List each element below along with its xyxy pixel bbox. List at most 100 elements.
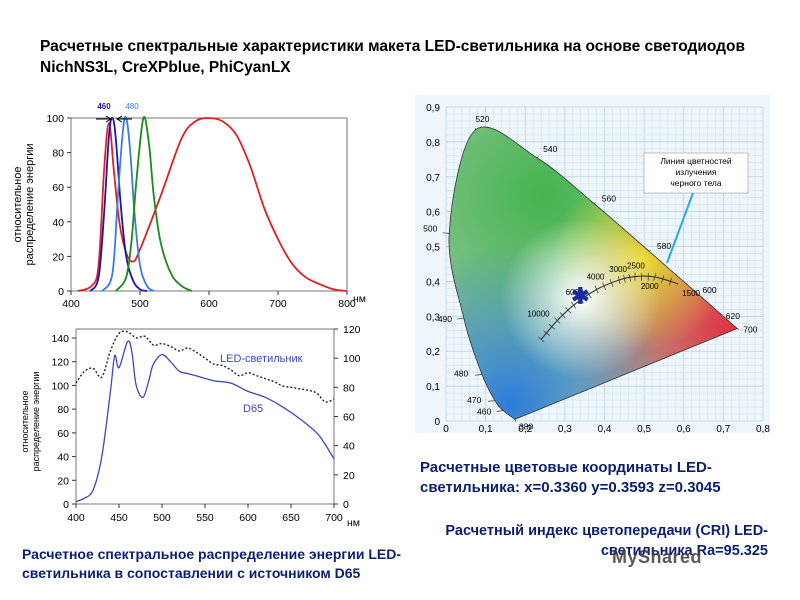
annotation-line: Линия цветностей xyxy=(660,156,732,166)
y-tick-label: 0 xyxy=(434,417,440,428)
isotherm-tick xyxy=(571,301,577,309)
annotation-line: черного тела xyxy=(670,178,722,188)
isotherm-tick xyxy=(594,285,599,294)
x-tick-label: 400 xyxy=(62,298,80,310)
spd-series-0 xyxy=(75,340,335,503)
cie-diagram: 0 0,1 0,2 0,3 0,4 0,5 0,6 0,7 0,8 0 0,1 0,2 0,3 0,4 0,… xyxy=(415,95,770,435)
annotation-pointer xyxy=(666,192,694,264)
wavelength-label: 470 xyxy=(467,395,481,405)
isotherm-tick xyxy=(653,272,657,281)
y-tick-label: 0,9 xyxy=(426,103,440,114)
x-tick-label: 500 xyxy=(131,298,149,310)
spectra-frame xyxy=(70,117,348,292)
y-tick-label: 60 xyxy=(52,182,64,194)
spectra-plot: 400 500 600 700 800 0 20 40 60 80 100 нм относительн… xyxy=(12,102,366,310)
cri-caption: Расчетный индекс цветопередачи (CRI) LED… xyxy=(445,523,768,559)
spd-comparison-caption: Расчетное спектральное распределение эне… xyxy=(22,546,401,581)
wavelength-label: 380 xyxy=(519,421,533,431)
x-tick-label: 700 xyxy=(325,512,343,524)
y2-tick-label: 20 xyxy=(343,470,355,482)
y-tick-label: 0 xyxy=(63,499,69,511)
isotherm-tick xyxy=(661,275,665,284)
locus-tick xyxy=(514,419,517,422)
cie-background xyxy=(415,95,770,433)
spd-frame xyxy=(75,328,335,505)
isotherm-tick xyxy=(537,336,545,343)
spectrum-series-2 xyxy=(101,115,155,292)
y-tick-label: 0,3 xyxy=(426,312,440,323)
gamut-layer xyxy=(448,126,738,420)
x-tick-label: 0,7 xyxy=(716,424,730,435)
wavelength-label: 540 xyxy=(543,144,557,154)
y-tick-label: 40 xyxy=(57,452,69,464)
y2-tick-label: 0 xyxy=(343,499,349,511)
isotherm-tick xyxy=(578,296,584,304)
spd-plot: 400 450 500 550 600 650 7000204060801001201400… xyxy=(20,324,361,529)
annotation-line: излучения xyxy=(676,167,717,177)
wavelength-label: 490 xyxy=(438,314,452,324)
led-chromaticity-point: ✱ xyxy=(571,284,589,309)
isotherm-tick xyxy=(586,291,592,299)
locus-tick xyxy=(593,202,596,204)
y-tick-label: 0,1 xyxy=(426,382,440,393)
spectral-locus xyxy=(448,126,738,420)
peak-label: 460 xyxy=(97,102,111,111)
locus-tick xyxy=(457,317,464,320)
x-tick-label: 450 xyxy=(110,512,128,524)
planckian-locus xyxy=(540,275,679,340)
cie-gamut xyxy=(448,126,738,420)
gamut-layer xyxy=(448,126,738,420)
watermark-logo: MyShared xyxy=(612,547,703,567)
cct-label: 3000 xyxy=(609,265,627,274)
y-axis-label: относительное распределение энергии xyxy=(12,143,36,265)
y-tick-label: 20 xyxy=(57,475,69,487)
y-tick-label: 20 xyxy=(52,251,64,263)
gamut-layer xyxy=(448,126,738,420)
x-tick-label: 400 xyxy=(67,512,85,524)
peak-arrow xyxy=(116,115,132,123)
y2-tick-label: 120 xyxy=(343,324,361,336)
x-unit-label: нм xyxy=(353,293,366,305)
y-axis-label-line: относительное xyxy=(12,167,24,243)
x-unit-label: нм xyxy=(347,517,360,529)
isotherm-tick xyxy=(609,279,614,288)
wavelength-label: 600 xyxy=(702,285,716,295)
y2-tick-label: 100 xyxy=(343,353,361,365)
y-tick-label: 0 xyxy=(58,286,64,298)
isotherm-tick xyxy=(617,276,621,285)
isotherm-tick xyxy=(668,277,672,286)
cct-label: 6000 xyxy=(566,288,584,297)
y-tick-label: 140 xyxy=(51,333,69,345)
locus-tick xyxy=(475,374,483,376)
x-tick-label: 500 xyxy=(153,512,171,524)
locus-tick xyxy=(488,400,496,402)
spectrum-series-0 xyxy=(77,117,348,292)
gamut-layer xyxy=(448,126,738,420)
cct-label: 2000 xyxy=(641,282,659,291)
isotherm-tick xyxy=(543,330,550,336)
x-tick-label: 0,4 xyxy=(598,424,612,435)
isotherm-tick xyxy=(554,317,561,324)
y-tick-label: 100 xyxy=(46,113,64,125)
y-tick-label: 80 xyxy=(52,148,64,160)
x-tick-label: 0,8 xyxy=(756,424,770,435)
x-tick-label: 600 xyxy=(239,512,257,524)
locus-tick xyxy=(536,156,539,159)
peak-label: 480 xyxy=(125,102,139,111)
locus-tick xyxy=(442,232,450,234)
isotherm-tick xyxy=(548,323,556,330)
isotherm-tick xyxy=(559,312,566,319)
locus-tick xyxy=(694,290,697,292)
isotherm-tick xyxy=(628,273,631,282)
wavelength-label: 500 xyxy=(423,223,437,233)
y-tick-label: 0,6 xyxy=(426,208,440,219)
cct-label: 10000 xyxy=(527,310,550,319)
y-tick-label: 0,5 xyxy=(426,243,440,254)
chromaticity-coordinates-caption: Расчетные цветовые координаты LED-светил… xyxy=(420,459,721,496)
spectrum-series-3 xyxy=(115,116,193,292)
x-tick-label: 800 xyxy=(338,298,356,310)
locus-tick xyxy=(719,312,722,315)
locus-tick xyxy=(496,410,504,412)
x-tick-label: 600 xyxy=(200,298,218,310)
